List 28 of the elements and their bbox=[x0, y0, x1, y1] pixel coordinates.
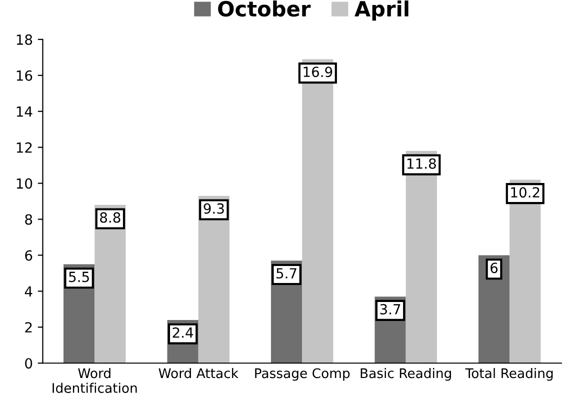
x-tick-label: Passage Comp bbox=[255, 368, 350, 381]
data-label: 3.7 bbox=[380, 304, 400, 315]
y-tick-label: 2 bbox=[25, 322, 32, 332]
y-tick-label: 4 bbox=[24, 286, 32, 296]
legend-label: October bbox=[218, 0, 311, 17]
bar bbox=[478, 255, 510, 364]
data-label: 2.4 bbox=[172, 327, 194, 338]
data-label: 5.7 bbox=[276, 268, 296, 279]
data-label: 11.8 bbox=[407, 158, 436, 169]
y-tick-label: 10 bbox=[16, 178, 32, 189]
x-tick-label: Word Attack bbox=[158, 368, 238, 378]
data-label: 6 bbox=[490, 262, 498, 274]
x-tick-label: Total Reading bbox=[465, 368, 553, 381]
y-tick-label: 0 bbox=[25, 358, 32, 369]
y-tick-label: 8 bbox=[25, 214, 32, 225]
y-tick-label: 18 bbox=[16, 34, 32, 45]
legend-label: April bbox=[354, 0, 408, 21]
y-tick-label: 6 bbox=[25, 250, 32, 261]
y-tick-label: 12 bbox=[16, 142, 32, 153]
y-tick-label: 16 bbox=[16, 70, 32, 81]
y-tick-label: 14 bbox=[16, 106, 32, 117]
x-tick-label: Basic Reading bbox=[360, 368, 451, 381]
data-label: 16.9 bbox=[304, 66, 332, 78]
data-label: 10.2 bbox=[511, 187, 540, 198]
data-label: 8.8 bbox=[100, 212, 120, 223]
x-tick-label: Word Identification bbox=[52, 368, 137, 393]
data-label: 9.3 bbox=[204, 203, 224, 214]
data-label: 5.5 bbox=[69, 272, 89, 282]
